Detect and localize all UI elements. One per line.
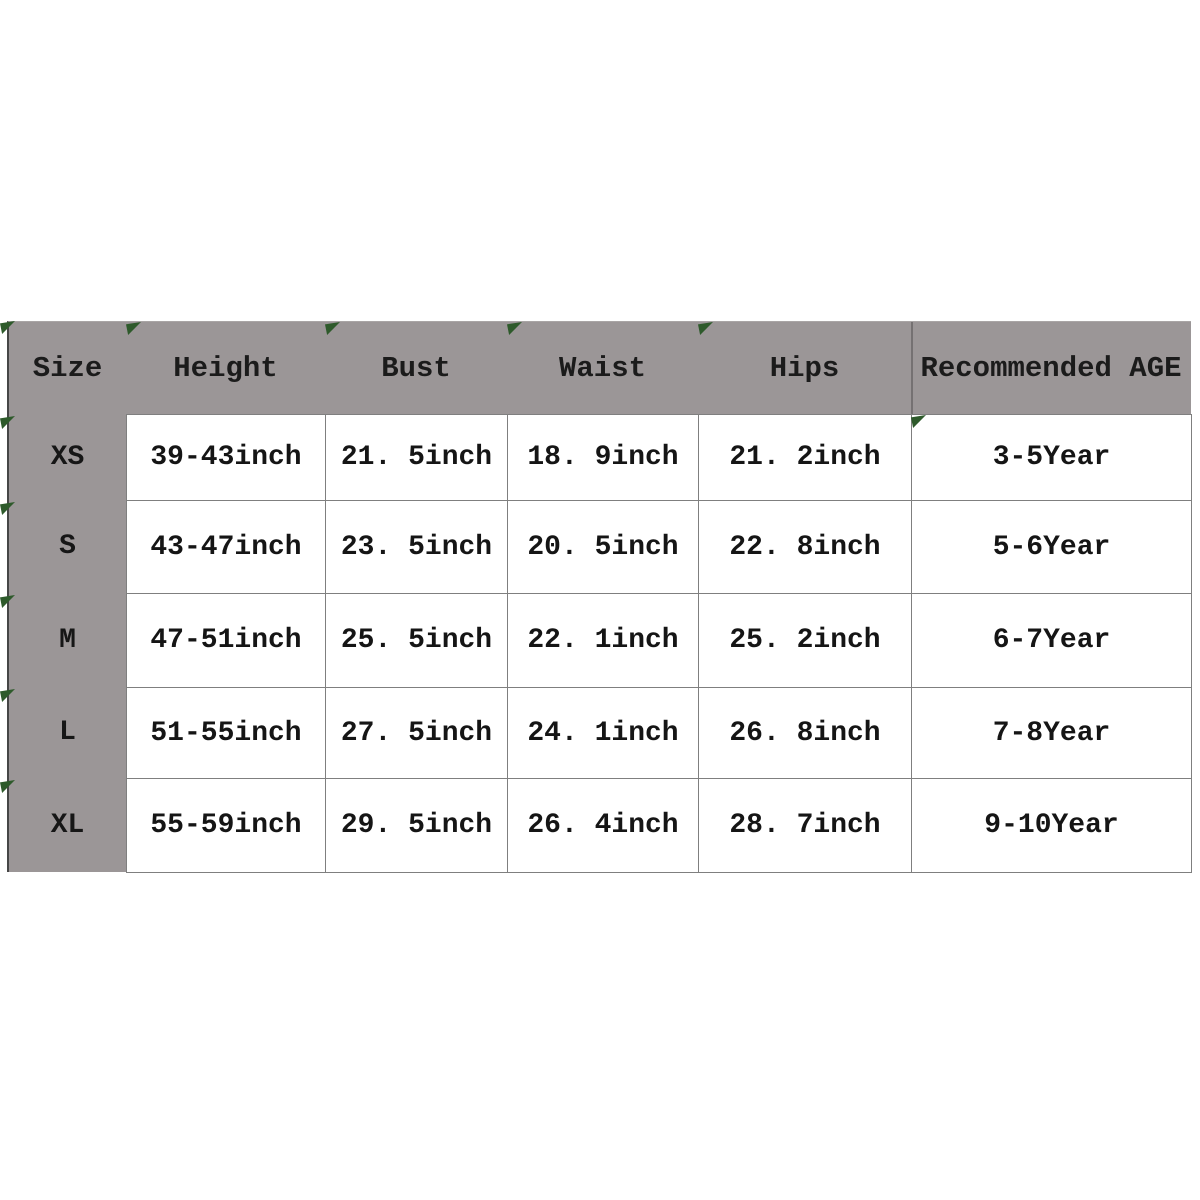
- column-header-bust: Bust: [381, 351, 451, 385]
- column-header-recommended-age: Recommended AGE: [920, 351, 1182, 385]
- table-header-row: Size Height Bust Waist Hips Recommended …: [9, 322, 1191, 414]
- cell-hips-s: 22. 8inch: [698, 500, 912, 594]
- table-row-l: 51-55inch 27. 5inch 24. 1inch 26. 8inch …: [126, 687, 1192, 779]
- column-header-height: Height: [173, 351, 278, 385]
- table-row-s: 43-47inch 23. 5inch 20. 5inch 22. 8inch …: [126, 500, 1192, 594]
- cell-bust-s: 23. 5inch: [325, 500, 508, 594]
- header-column-divider: [911, 322, 913, 414]
- column-header-size: Size: [32, 351, 103, 385]
- size-label-xl: XL: [50, 809, 85, 841]
- cell-height-m: 47-51inch: [126, 593, 326, 688]
- cell-hips-l: 26. 8inch: [698, 687, 912, 779]
- cell-hips-xl: 28. 7inch: [698, 778, 912, 873]
- cell-waist-l: 24. 1inch: [507, 687, 699, 779]
- cell-age-l: 7-8Year: [911, 687, 1192, 779]
- cell-age-s: 5-6Year: [911, 500, 1192, 594]
- table-row-xs: 39-43inch 21. 5inch 18. 9inch 21. 2inch …: [126, 414, 1192, 501]
- column-header-waist: Waist: [558, 351, 646, 385]
- size-label-m: M: [59, 624, 76, 656]
- size-label-s: S: [59, 531, 76, 562]
- cell-bust-l: 27. 5inch: [325, 687, 508, 779]
- measurement-grid: 39-43inch 21. 5inch 18. 9inch 21. 2inch …: [126, 414, 1192, 873]
- cell-age-xs: 3-5Year: [911, 414, 1192, 501]
- cell-waist-xs: 18. 9inch: [507, 414, 699, 501]
- size-label-xs: XS: [50, 441, 85, 473]
- cell-hips-m: 25. 2inch: [698, 593, 912, 688]
- cell-hips-xs: 21. 2inch: [698, 414, 912, 501]
- cell-height-s: 43-47inch: [126, 500, 326, 594]
- column-header-hips: Hips: [769, 351, 840, 385]
- cell-bust-xs: 21. 5inch: [325, 414, 508, 501]
- cell-age-m: 6-7Year: [911, 593, 1192, 688]
- cell-height-xl: 55-59inch: [126, 778, 326, 873]
- cell-waist-xl: 26. 4inch: [507, 778, 699, 873]
- cell-bust-m: 25. 5inch: [325, 593, 508, 688]
- cell-height-xs: 39-43inch: [126, 414, 326, 501]
- size-label-l: L: [59, 717, 76, 748]
- cell-waist-s: 20. 5inch: [507, 500, 699, 594]
- table-row-xl: 55-59inch 29. 5inch 26. 4inch 28. 7inch …: [126, 778, 1192, 873]
- cell-bust-xl: 29. 5inch: [325, 778, 508, 873]
- cell-waist-m: 22. 1inch: [507, 593, 699, 688]
- cell-height-l: 51-55inch: [126, 687, 326, 779]
- size-chart-table: Size Height Bust Waist Hips Recommended …: [0, 321, 1192, 873]
- table-row-m: 47-51inch 25. 5inch 22. 1inch 25. 2inch …: [126, 593, 1192, 688]
- cell-age-xl: 9-10Year: [911, 778, 1192, 873]
